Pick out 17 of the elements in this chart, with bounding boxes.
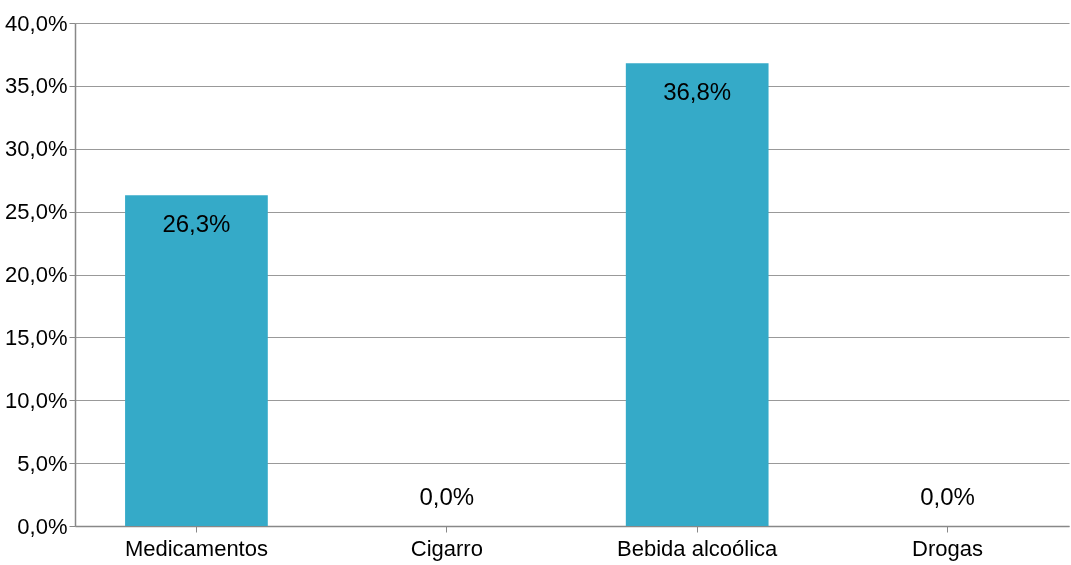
- y-tick-label: 0,0%: [17, 513, 68, 539]
- y-tick-label: 35,0%: [5, 73, 68, 99]
- y-tick-label: 5,0%: [17, 450, 68, 476]
- y-tick-label: 20,0%: [5, 262, 68, 287]
- data-label: 0,0%: [419, 483, 475, 510]
- y-tick-label: 10,0%: [5, 387, 68, 413]
- y-tick-label: 15,0%: [5, 324, 68, 350]
- y-tick-label: 25,0%: [5, 199, 68, 225]
- y-tick-label: 30,0%: [5, 136, 68, 162]
- data-label: 0,0%: [920, 483, 975, 510]
- data-label: 26,3%: [162, 210, 231, 238]
- x-tick-label: Cigarro: [410, 535, 483, 561]
- data-label: 36,8%: [663, 78, 732, 106]
- y-tick-label: 40,0%: [5, 10, 68, 36]
- x-tick-label: Bebida alcoólica: [617, 535, 779, 561]
- x-tick-label: Medicamentos: [124, 535, 268, 561]
- x-tick-label: Drogas: [912, 535, 984, 561]
